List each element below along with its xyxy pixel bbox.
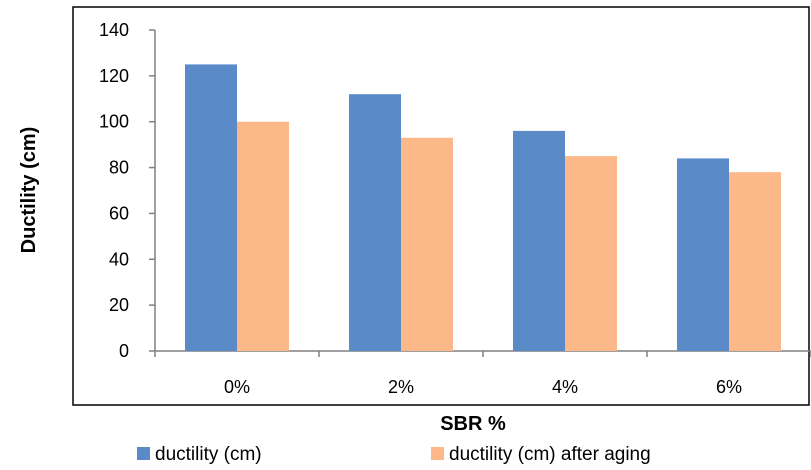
bar-series-1 [677,158,729,351]
legend-label: ductility (cm) after aging [449,444,651,465]
y-tick-label: 0 [119,341,129,361]
x-tick-label: 4% [552,377,578,397]
bar-series-2 [237,121,289,351]
x-axis-title: SBR % [440,413,506,435]
legend-label: ductility (cm) [155,444,262,465]
legend-swatch [137,447,150,460]
y-tick-label: 40 [109,249,129,269]
plot-frame [72,6,810,406]
y-axis-title: Ductility (cm) [18,127,40,254]
bar-series-1 [513,130,565,351]
bar-series-1 [185,64,237,352]
x-axis: 0% 2% 4% 6% [154,350,811,397]
y-tick-label: 120 [99,66,129,86]
bar-series-2 [565,156,617,351]
y-tick-label: 60 [109,203,129,223]
legend-swatch [431,447,444,460]
x-tick-label: 6% [716,377,742,397]
y-tick-label: 20 [109,295,129,315]
bar-series-2 [729,172,781,351]
x-tick-label: 2% [388,377,414,397]
y-tick-label: 100 [99,112,129,132]
bar-series-2 [401,137,453,351]
y-axis: 0 20 40 60 80 100 120 140 [99,20,156,361]
y-tick-label: 140 [99,20,129,40]
bar-series-1 [349,94,401,351]
y-tick-label: 80 [109,158,129,178]
legend: ductility (cm) ductility (cm) after aging [137,444,651,465]
bars [185,64,781,352]
x-tick-label: 0% [224,377,250,397]
